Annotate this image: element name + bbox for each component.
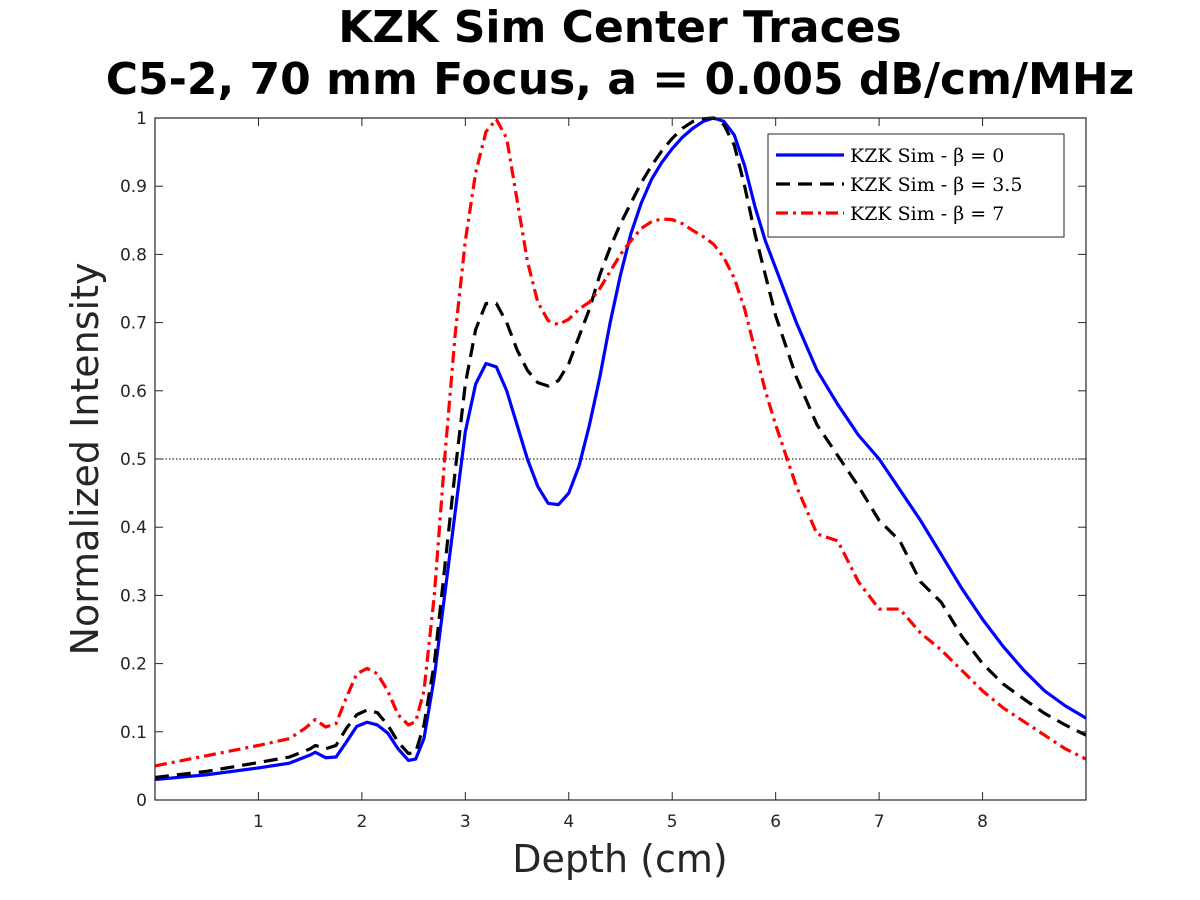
x-tick-label: 4 bbox=[563, 812, 574, 832]
y-tick-label: 0.6 bbox=[120, 382, 147, 402]
y-tick-label: 0.8 bbox=[120, 245, 147, 265]
x-tick-label: 2 bbox=[356, 812, 367, 832]
y-tick-label: 0.1 bbox=[120, 723, 147, 743]
series-line-0 bbox=[154, 116, 1087, 782]
y-tick-label: 0.3 bbox=[120, 586, 147, 606]
x-tick-label: 6 bbox=[770, 812, 781, 832]
y-tick-label: 0.9 bbox=[120, 177, 147, 197]
y-tick-label: 0.7 bbox=[120, 314, 147, 334]
y-tick-label: 1 bbox=[136, 109, 147, 129]
legend-box bbox=[767, 133, 1065, 238]
y-tick-label: 0.4 bbox=[120, 518, 147, 538]
x-tick-label: 7 bbox=[874, 812, 885, 832]
legend-entries: KZK Sim - β = 0 KZK Sim - β = 3.5 KZK Sim … bbox=[776, 145, 1022, 225]
y-tick-label: 0.5 bbox=[120, 450, 147, 470]
y-tick-label: 0 bbox=[136, 791, 147, 811]
legend-label-0: KZK Sim - β = 0 bbox=[850, 145, 1004, 167]
legend: KZK Sim - β = 0 KZK Sim - β = 3.5 KZK Sim … bbox=[767, 133, 1065, 238]
x-tick-label: 3 bbox=[460, 812, 471, 832]
x-tick-label: 5 bbox=[667, 812, 678, 832]
y-tick-label: 0.2 bbox=[120, 655, 147, 675]
y-axis-ticks: 0 0.1 0.2 0.3 0.4 0.5 0.6 0.7 0.8 0.9 1 bbox=[120, 109, 1086, 811]
legend-label-1: KZK Sim - β = 3.5 bbox=[850, 174, 1022, 196]
x-axis-label: Depth (cm) bbox=[512, 837, 727, 881]
x-axis-ticks: 1 2 3 4 5 6 7 8 bbox=[253, 118, 988, 832]
x-tick-label: 1 bbox=[253, 812, 264, 832]
x-tick-label: 8 bbox=[977, 812, 988, 832]
chart-title-line-2: C5-2, 70 mm Focus, a = 0.005 dB/cm/MHz bbox=[106, 54, 1135, 105]
series-layer bbox=[154, 116, 1087, 782]
legend-label-2: KZK Sim - β = 7 bbox=[850, 203, 1004, 225]
series-line-1 bbox=[154, 116, 1087, 780]
series-line-2 bbox=[154, 117, 1087, 768]
chart-title-line-1: KZK Sim Center Traces bbox=[338, 2, 901, 53]
y-axis-label: Normalized Intensity bbox=[63, 263, 107, 656]
